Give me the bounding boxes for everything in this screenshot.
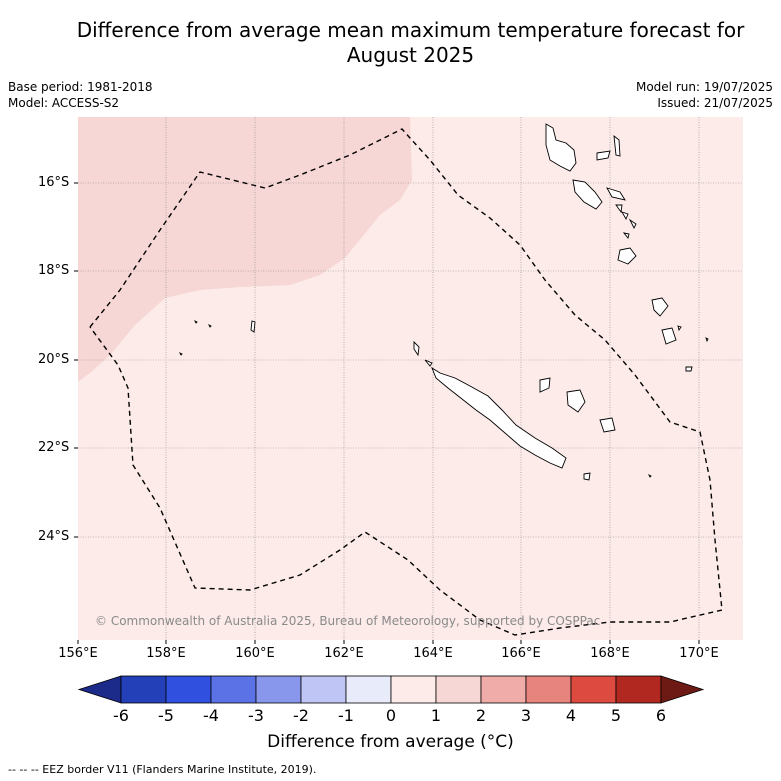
title-line-1: Difference from average mean maximum tem… (76, 18, 745, 42)
lon-label-166e: 166°E (501, 646, 541, 661)
colorbar-tick-label: -1 (338, 706, 354, 725)
colorbar-tick-label: 1 (430, 706, 442, 725)
title-line-2: August 2025 (346, 43, 475, 67)
colorbar-extend-high (660, 675, 705, 704)
lon-label-158e: 158°E (146, 646, 186, 661)
lon-label-156e: 156°E (58, 646, 98, 661)
colorbar (77, 675, 705, 704)
lat-label-18s: 18°S (38, 263, 70, 278)
axis-ticks (74, 182, 700, 644)
lon-label-170e: 170°E (679, 646, 719, 661)
colorbar-bin (300, 675, 347, 704)
eez-legend: -- -- -- EEZ border V11 (Flanders Marine… (8, 763, 317, 776)
colorbar-tick-label: -4 (203, 706, 219, 725)
lat-label-24s: 24°S (38, 529, 70, 544)
model-run: Model run: 19/07/2025 (635, 80, 773, 94)
chart-title: Difference from average mean maximum tem… (0, 18, 781, 68)
meta-left: Base period: 1981-2018 Model: ACCESS-S2 (8, 79, 153, 111)
colorbar-bin (480, 675, 527, 704)
colorbar-tick-label: 5 (610, 706, 622, 725)
colorbar-bin (615, 675, 662, 704)
copyright-notice: © Commonwealth of Australia 2025, Bureau… (95, 614, 601, 628)
colorbar-extend-low (77, 675, 122, 704)
colorbar-tick-label: -3 (248, 706, 264, 725)
lat-label-20s: 20°S (38, 352, 70, 367)
meta-right: Model run: 19/07/2025 Issued: 21/07/2025 (636, 79, 773, 111)
lon-label-164e: 164°E (413, 646, 453, 661)
colorbar-bin (210, 675, 257, 704)
base-period: Base period: 1981-2018 (8, 80, 153, 94)
lon-label-160e: 160°E (235, 646, 275, 661)
vanuatu-espiritu-santo (545, 123, 577, 172)
colorbar-tick-label: 3 (520, 706, 532, 725)
colorbar-title: Difference from average (°C) (267, 732, 514, 752)
colorbar-tick-label: 6 (655, 706, 667, 725)
colorbar-tick-label: 4 (565, 706, 577, 725)
colorbar-bin (255, 675, 302, 704)
land-outlines (178, 123, 709, 481)
lat-label-16s: 16°S (38, 175, 70, 190)
colorbar-tick-label: -6 (113, 706, 129, 725)
eez-border (89, 128, 723, 636)
gridlines (78, 117, 743, 640)
colorbar-tick-label: -2 (293, 706, 309, 725)
model-name: Model: ACCESS-S2 (8, 96, 120, 110)
colorbar-bin (390, 675, 437, 704)
issued-date: Issued: 21/07/2025 (657, 96, 773, 110)
colorbar-bin (120, 675, 167, 704)
lat-label-22s: 22°S (38, 440, 70, 455)
lon-label-162e: 162°E (324, 646, 364, 661)
colorbar-tick-label: 0 (385, 706, 397, 725)
colorbar-bin (570, 675, 617, 704)
colorbar-tick-label: 2 (475, 706, 487, 725)
colorbar-bin (435, 675, 482, 704)
colorbar-tick-label: -5 (158, 706, 174, 725)
lon-label-168e: 168°E (590, 646, 630, 661)
colorbar-bin (525, 675, 572, 704)
new-caledonia (431, 366, 567, 469)
colorbar-bin (165, 675, 212, 704)
colorbar-bin (345, 675, 392, 704)
